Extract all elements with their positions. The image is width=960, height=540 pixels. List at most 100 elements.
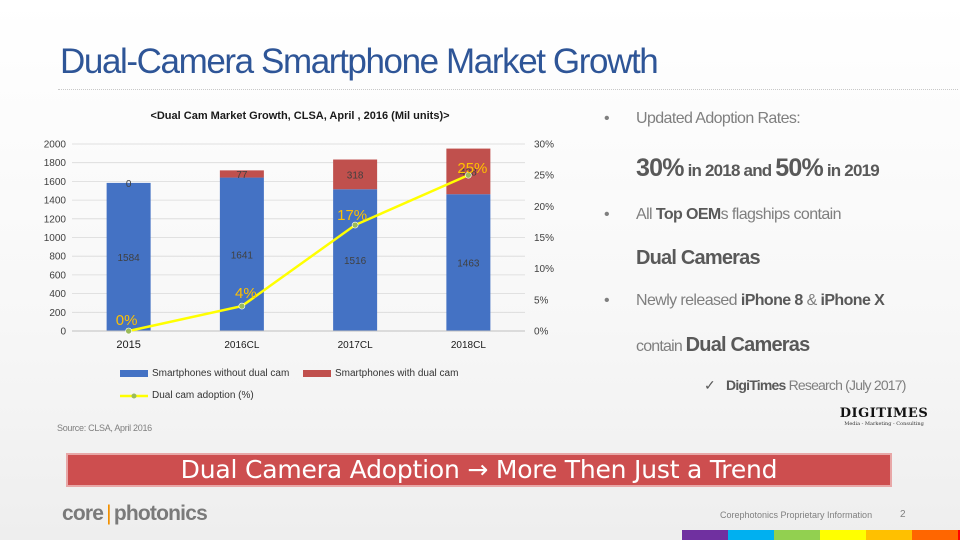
footer-strip-segment — [866, 530, 912, 540]
y-right-tick-label: 25% — [534, 171, 554, 182]
footer-strip-segment — [774, 530, 820, 540]
digitimes-logo: DIGITIMES Media - Marketing - Consulting — [838, 406, 930, 427]
y-left-tick-label: 1000 — [44, 233, 67, 244]
source-note: Source: CLSA, April 2016 — [57, 423, 152, 433]
bullet-dot: • — [604, 110, 610, 127]
y-right-tick-label: 30% — [534, 140, 554, 151]
y-right-tick-label: 5% — [534, 295, 549, 306]
y-left-tick-label: 800 — [49, 252, 66, 263]
slide-title: Dual-Camera Smartphone Market Growth — [60, 42, 659, 81]
title-divider — [58, 89, 958, 90]
adoption-label: 25% — [457, 160, 487, 177]
footer-strip-segment — [728, 530, 774, 540]
bullet-dot: • — [604, 206, 610, 223]
y-right-tick-label: 20% — [534, 202, 554, 213]
corephotonics-logo: core | photonics — [62, 502, 208, 526]
bar-label-with: 77 — [236, 170, 248, 181]
logo-core: core — [62, 502, 104, 525]
y-left-tick-label: 1400 — [44, 196, 67, 207]
check-icon: ✓ — [704, 377, 716, 393]
rate-2019: 50% — [775, 154, 823, 182]
rate-2018-label: in 2018 and — [683, 161, 776, 180]
bar-label-without: 1516 — [344, 256, 367, 267]
y-right-tick-label: 10% — [534, 264, 554, 275]
footer-strip-segment — [912, 530, 958, 540]
legend-label-adoption: Dual cam adoption (%) — [152, 390, 254, 401]
legend-item-with: Smartphones with dual cam — [303, 368, 458, 379]
y-left-tick-label: 1800 — [44, 158, 67, 169]
adoption-line — [128, 174, 469, 333]
legend-label-without: Smartphones without dual cam — [152, 368, 290, 379]
y-left-tick-label: 1600 — [44, 177, 67, 188]
chart-area: <Dual Cam Market Growth, CLSA, April , 2… — [0, 100, 580, 430]
adoption-label: 17% — [337, 207, 367, 224]
legend-swatch-adoption — [120, 393, 148, 398]
bar-label-with: 0 — [126, 179, 132, 190]
bar-with-dual-cam — [333, 159, 378, 190]
legend-swatch-with — [303, 370, 331, 377]
adoption-point — [125, 327, 132, 335]
bullet-3-part-1: Newly released — [636, 292, 741, 309]
digitimes-rest: Research (July 2017) — [785, 377, 907, 393]
iphone-8: iPhone 8 — [740, 292, 803, 309]
y-right-tick-label: 0% — [534, 327, 549, 338]
bullet-dot: • — [604, 292, 610, 309]
adoption-rates-line: 30% in 2018 and 50% in 2019 — [636, 154, 880, 183]
digitimes-bold: DigiTimes — [726, 377, 786, 393]
bullet-3-text: Newly released iPhone 8 & iPhone X — [636, 292, 885, 310]
bullet-3-amp: & — [802, 292, 821, 309]
y-left-tick-label: 2000 — [44, 140, 67, 151]
digitimes-tagline: Media - Marketing - Consulting — [844, 421, 924, 427]
logo-separator: | — [106, 502, 111, 525]
bullet-1-text: Updated Adoption Rates: — [636, 110, 801, 127]
bullet-2-part-1: All — [636, 206, 656, 223]
bar-without-dual-cam — [106, 182, 151, 331]
y-right-tick-label: 15% — [534, 233, 554, 244]
dual-cameras-line-1: Dual Cameras — [636, 247, 761, 269]
bullet-2-bold: Top OEM — [655, 206, 721, 223]
legend-label-with: Smartphones with dual cam — [335, 368, 459, 379]
rate-2019-label: in 2019 — [822, 161, 880, 180]
footer-strip-segment — [682, 530, 728, 540]
y-left-tick-label: 600 — [49, 270, 66, 281]
logo-photonics: photonics — [113, 502, 208, 525]
y-left-tick-label: 0 — [60, 327, 66, 338]
x-tick-label: 2017CL — [338, 340, 373, 351]
y-left-tick-label: 1200 — [44, 214, 67, 225]
x-tick-label: 2016CL — [224, 340, 259, 351]
x-tick-label: 2018CL — [451, 340, 486, 351]
footer-info: Corephotonics Proprietary Information — [720, 510, 873, 520]
bar-label-without: 1584 — [118, 253, 141, 264]
legend-item-without: Smartphones without dual cam — [120, 368, 289, 379]
footer-strip-segment — [958, 530, 960, 540]
conclusion-banner: Dual Camera Adoption → More Then Just a … — [66, 453, 892, 487]
footer-color-strip — [682, 530, 960, 540]
dual-cameras-line-2: contain Dual Cameras — [636, 334, 811, 357]
y-left-tick-label: 200 — [49, 308, 66, 319]
adoption-point — [351, 221, 359, 229]
adoption-label: 4% — [235, 285, 257, 302]
bar-label-without: 1463 — [457, 259, 480, 270]
page-number: 2 — [900, 509, 906, 520]
sub-bullet-digitimes: ✓ DigiTimes Research (July 2017) — [704, 377, 906, 394]
adoption-point — [465, 171, 472, 179]
y-left-tick-label: 400 — [49, 289, 66, 300]
chart-svg: 0 200 400 600 800 1000 1200 1400 1600 1800 2000 0% 5… — [44, 140, 554, 352]
footer-strip-segment — [820, 530, 866, 540]
rate-2018: 30% — [636, 154, 684, 182]
bar-without-dual-cam — [333, 189, 378, 331]
bullet-2-part-3: s flagships contain — [720, 206, 842, 223]
adoption-label: 0% — [116, 312, 138, 329]
digitimes-logo-text: DIGITIMES — [839, 406, 929, 421]
contain-label: contain — [636, 338, 686, 355]
legend-item-adoption: Dual cam adoption (%) — [120, 390, 254, 401]
iphone-x: iPhone X — [820, 292, 885, 309]
adoption-point — [238, 302, 246, 310]
bar-label-without: 1641 — [231, 250, 254, 261]
bar-with-dual-cam — [219, 170, 264, 178]
bar-without-dual-cam — [446, 194, 491, 331]
dual-cameras-bold: Dual Cameras — [685, 334, 811, 356]
bullet-2-text: All Top OEMs flagships contain — [636, 206, 841, 224]
x-tick-label: 2015 — [116, 339, 140, 351]
bar-label-with: 318 — [347, 170, 364, 181]
